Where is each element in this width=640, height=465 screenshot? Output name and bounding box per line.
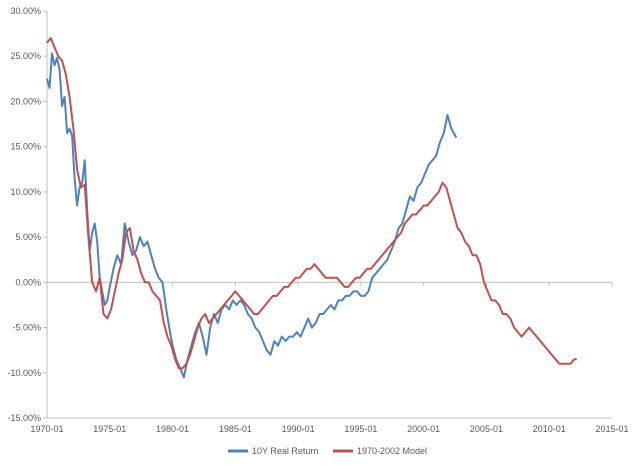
y-tick-label: -10.00% (7, 368, 41, 378)
y-tick-label: 0.00% (15, 277, 41, 287)
series-line-real-return (46, 52, 458, 379)
series-layer (46, 37, 577, 379)
series-line-model (46, 37, 577, 370)
y-tick-label: 30.00% (10, 6, 41, 16)
y-tick-label: 5.00% (15, 232, 41, 242)
y-tick-label: 20.00% (10, 96, 41, 106)
y-axis: -15.00% -10.00% -5.00% 0.00% 5.00% 10.00% 15.0… (7, 6, 48, 423)
x-tick-label: 1980-01 (156, 424, 189, 434)
x-tick-label: 2015-01 (595, 424, 628, 434)
x-tick-label: 2000-01 (407, 424, 440, 434)
x-axis: 1970-01 1975-01 1980-01 1985-01 1990-01 1995-… (30, 281, 629, 434)
y-tick-label: 25.00% (10, 51, 41, 61)
x-tick-label: 1970-01 (30, 424, 63, 434)
x-tick-label: 1995-01 (344, 424, 377, 434)
y-tick-label: -15.00% (7, 413, 41, 423)
legend-label: 10Y Real Return (252, 446, 318, 456)
legend-label: 1970-2002 Model (357, 446, 427, 456)
y-tick-label: 10.00% (10, 187, 41, 197)
x-tick-label: 1990-01 (282, 424, 315, 434)
x-tick-label: 2010-01 (533, 424, 566, 434)
x-tick-label: 1975-01 (93, 424, 126, 434)
y-tick-label: 15.00% (10, 142, 41, 152)
x-tick-label: 1985-01 (219, 424, 252, 434)
legend: 10Y Real Return 1970-2002 Model (228, 446, 427, 456)
x-tick-label: 2005-01 (470, 424, 503, 434)
y-tick-label: -5.00% (12, 323, 41, 333)
